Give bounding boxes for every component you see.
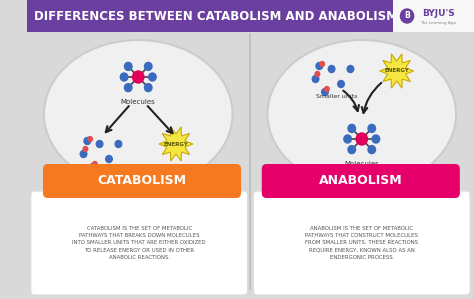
- Text: B: B: [404, 11, 410, 21]
- Circle shape: [320, 62, 325, 66]
- Circle shape: [312, 76, 319, 83]
- FancyBboxPatch shape: [253, 191, 470, 295]
- Circle shape: [347, 65, 354, 72]
- Circle shape: [115, 141, 122, 147]
- Circle shape: [106, 155, 112, 162]
- Circle shape: [356, 133, 367, 145]
- Circle shape: [80, 150, 87, 158]
- Text: Smaller units: Smaller units: [316, 94, 357, 99]
- Circle shape: [328, 65, 335, 72]
- Circle shape: [337, 80, 344, 88]
- Text: The Learning App: The Learning App: [420, 21, 456, 25]
- Circle shape: [322, 89, 328, 95]
- Text: Smaller units: Smaller units: [83, 171, 125, 176]
- Circle shape: [88, 137, 92, 141]
- Circle shape: [90, 164, 96, 170]
- Ellipse shape: [44, 40, 233, 188]
- Text: ENERGY: ENERGY: [164, 141, 188, 147]
- Circle shape: [125, 62, 132, 70]
- Text: DIFFERENCES BETWEEN CATABOLISM AND ANABOLISM: DIFFERENCES BETWEEN CATABOLISM AND ANABO…: [34, 10, 398, 22]
- Polygon shape: [380, 54, 414, 88]
- Circle shape: [92, 161, 97, 167]
- FancyBboxPatch shape: [393, 0, 474, 32]
- Circle shape: [325, 86, 329, 91]
- Circle shape: [149, 73, 156, 81]
- Circle shape: [96, 141, 103, 147]
- Circle shape: [84, 138, 91, 144]
- FancyBboxPatch shape: [31, 191, 247, 295]
- FancyBboxPatch shape: [262, 164, 460, 198]
- Circle shape: [368, 124, 375, 132]
- Circle shape: [372, 135, 380, 143]
- Polygon shape: [159, 127, 193, 161]
- Text: ANABOLISM IS THE SET OF METABOLIC
PATHWAYS THAT CONSTRUCT MOLECULES
FROM SMALLER: ANABOLISM IS THE SET OF METABOLIC PATHWA…: [305, 226, 418, 260]
- FancyBboxPatch shape: [43, 164, 241, 198]
- Text: ENERGY: ENERGY: [384, 68, 409, 74]
- Text: Molecules: Molecules: [345, 161, 379, 167]
- Circle shape: [83, 147, 88, 152]
- Text: BYJU'S: BYJU'S: [422, 10, 455, 19]
- Circle shape: [348, 146, 356, 154]
- Ellipse shape: [267, 40, 456, 188]
- Text: CATABOLISM: CATABOLISM: [98, 175, 186, 187]
- Text: Molecules: Molecules: [121, 99, 155, 105]
- Circle shape: [368, 146, 375, 154]
- Circle shape: [401, 9, 414, 23]
- Circle shape: [145, 62, 152, 70]
- Circle shape: [316, 62, 323, 69]
- Circle shape: [120, 73, 128, 81]
- Circle shape: [145, 84, 152, 91]
- Text: CATABOLISM IS THE SET OF METABOLIC
PATHWAYS THAT BREAKS DOWN MOLECULES
INTO SMAL: CATABOLISM IS THE SET OF METABOLIC PATHW…: [73, 226, 206, 260]
- FancyBboxPatch shape: [27, 0, 474, 32]
- Circle shape: [125, 84, 132, 91]
- Circle shape: [348, 124, 356, 132]
- Circle shape: [315, 71, 320, 77]
- Circle shape: [344, 135, 351, 143]
- Circle shape: [133, 71, 144, 83]
- Text: ANABOLISM: ANABOLISM: [319, 175, 402, 187]
